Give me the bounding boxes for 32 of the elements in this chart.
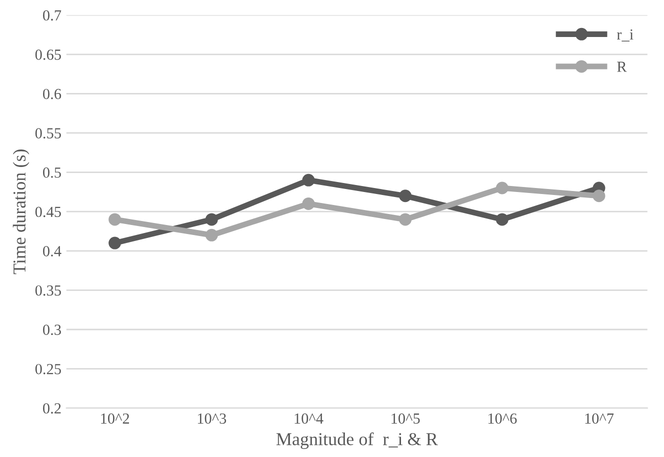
y-tick-label: 0.7 [43,10,62,21]
point [399,213,412,226]
y-tick-label: 0.6 [43,88,62,100]
point [496,213,508,226]
y-tick-label: 0.5 [43,167,61,178]
point [205,213,218,226]
y-tick-label: 0.35 [35,285,61,296]
x-tick-label: 10^2 [101,413,130,424]
y-tick-label: 0.65 [35,50,61,60]
y-tick-label: 0.25 [35,364,61,374]
x-tick-label: 10^6 [488,413,517,424]
x-tick-label: 10^3 [198,413,226,424]
point [592,190,606,202]
point [399,190,412,202]
point [108,213,122,226]
x-tick-label: 10^4 [294,413,324,424]
point [302,197,315,210]
x-tick-label: 10^7 [585,413,614,424]
y-tick-label: 0.55 [35,128,61,139]
point [108,236,122,250]
x-axis-title: Magnitude of r_i & R [276,432,438,449]
legend-label: r_i [616,29,634,42]
y-tick-label: 0.2 [43,403,61,414]
x-tick-label: 10^5 [392,413,420,424]
point [496,182,508,194]
point [205,228,218,242]
y-tick-label: 0.3 [43,324,61,336]
y-axis-title: Time duration (s) [12,150,30,274]
point [302,174,315,186]
y-tick-label: 0.4 [43,246,62,256]
y-tick-label: 0.45 [35,206,61,218]
legend-label: R [617,62,627,72]
